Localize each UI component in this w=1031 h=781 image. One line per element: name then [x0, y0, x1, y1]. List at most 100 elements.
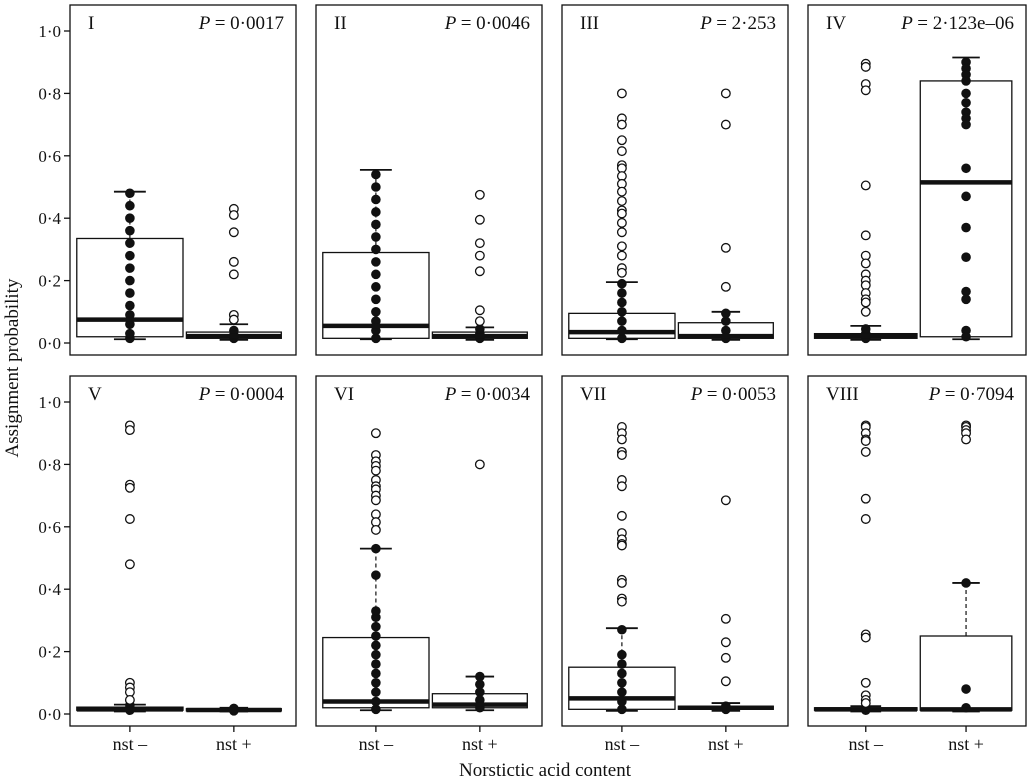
x-tick-label: nst +: [948, 734, 984, 754]
panel-label: VII: [580, 384, 606, 405]
panel-label: II: [334, 13, 347, 34]
y-tick-label: 1·0: [38, 22, 61, 41]
data-point-filled: [961, 191, 971, 202]
data-point-filled: [371, 182, 381, 192]
data-point-filled: [860, 324, 871, 334]
p-symbol: P: [444, 384, 461, 405]
outlier-point: [720, 495, 731, 506]
data-point-filled: [125, 250, 135, 261]
data-point-filled: [961, 331, 971, 342]
data-point-filled: [961, 578, 971, 588]
p-value-label: P = 0·0034: [444, 384, 531, 405]
data-point-filled: [721, 325, 731, 336]
panel-label: IV: [826, 13, 846, 34]
data-point-filled: [125, 263, 135, 273]
data-point-filled: [371, 269, 381, 280]
data-point-filled: [371, 649, 381, 660]
outlier-point: [860, 493, 871, 504]
p-value-label: P = 2·123e–06: [900, 13, 1014, 34]
data-point-filled: [371, 668, 381, 679]
p-value-label: P = 0·7094: [928, 384, 1015, 405]
panels-group: I P = 0·0017 0·0 0·2 0·4 0·6 0·8 1·0 II P = 0·004…: [38, 4, 1027, 754]
data-point-filled: [371, 659, 381, 669]
panel-IV: IV P = 2·123e–06: [807, 4, 1027, 356]
outlier-point: [720, 119, 731, 130]
panel-VII: VII P = 0·0053 nst – nst +: [561, 375, 789, 754]
data-point-filled: [371, 194, 381, 205]
x-tick-label: nst +: [708, 734, 744, 754]
p-symbol: P: [198, 384, 215, 405]
outlier-point: [616, 241, 627, 252]
outlier-point: [474, 214, 485, 225]
outlier-point: [370, 524, 381, 535]
box-nst-minus: [568, 88, 676, 344]
outlier-point: [860, 698, 871, 709]
box-nst-plus: [677, 495, 774, 715]
outlier-point: [961, 434, 972, 445]
outlier-point: [860, 514, 871, 524]
box-nst-minus: [322, 168, 430, 344]
panel-frame: [561, 375, 789, 727]
data-point-filled: [961, 294, 971, 305]
y-tick-label: 0·4: [38, 580, 61, 599]
outlier-point: [124, 559, 135, 570]
y-tick-label: 1·0: [38, 393, 61, 412]
y-tick-label: 0·4: [38, 209, 61, 228]
p-symbol: P: [690, 384, 707, 405]
data-point-filled: [125, 213, 135, 223]
outlier-point: [228, 210, 239, 221]
data-point-filled: [371, 294, 381, 305]
box-nst-plus: [185, 203, 282, 344]
data-point-filled: [617, 624, 627, 635]
outlier-point: [124, 514, 135, 524]
box-nst-plus: [431, 459, 528, 713]
outlier-point: [616, 196, 627, 206]
outlier-point: [474, 250, 485, 261]
data-point-filled: [371, 606, 381, 616]
outlier-point: [720, 676, 731, 687]
outlier-point: [370, 495, 381, 506]
outlier-point: [616, 510, 627, 521]
data-point-filled: [961, 222, 971, 233]
data-point-filled: [229, 325, 239, 336]
p-value-text: = 0·0034: [461, 384, 531, 405]
outlier-point: [474, 266, 485, 277]
outlier-point: [860, 632, 871, 643]
y-tick-label: 0·6: [38, 147, 61, 166]
box-nst-plus: [919, 56, 1013, 342]
outlier-point: [860, 85, 871, 96]
data-point-filled: [961, 163, 971, 174]
data-point-filled: [617, 316, 627, 326]
outlier-point: [474, 189, 485, 200]
data-point-filled: [371, 678, 381, 688]
p-symbol: P: [900, 13, 917, 34]
y-tick-label: 0·8: [38, 455, 61, 474]
outlier-point: [860, 677, 871, 688]
outlier-point: [860, 61, 871, 72]
data-point-filled: [617, 288, 627, 298]
outlier-point: [616, 146, 627, 157]
data-point-filled: [371, 244, 381, 255]
outlier-point: [616, 250, 627, 261]
outlier-point: [720, 88, 731, 99]
y-tick-label: 0·8: [38, 84, 61, 103]
box-nst-minus: [76, 420, 184, 716]
p-value-label: P = 0·0004: [198, 384, 285, 405]
outlier-point: [720, 652, 731, 663]
data-point-filled: [617, 307, 627, 317]
outlier-point: [860, 180, 871, 191]
data-point-filled: [617, 687, 627, 697]
p-value-label: P = 0·0017: [198, 13, 284, 34]
x-axis-label: Norstictic acid content: [459, 760, 632, 781]
outlier-point: [228, 269, 239, 280]
panel-V: V P = 0·0004 0·0 0·2 0·4 0·6 0·8 1·0 nst – nst +: [38, 375, 297, 754]
data-point-filled: [371, 570, 381, 580]
outlier-point: [720, 613, 731, 624]
panel-frame: [315, 4, 543, 356]
data-point-filled: [371, 543, 381, 554]
p-value-label: P = 2·253: [699, 13, 776, 34]
y-axis-label: Assignment probability: [2, 278, 23, 457]
panel-frame: [807, 4, 1027, 356]
outlier-point: [616, 88, 627, 99]
outlier-point: [124, 425, 135, 436]
